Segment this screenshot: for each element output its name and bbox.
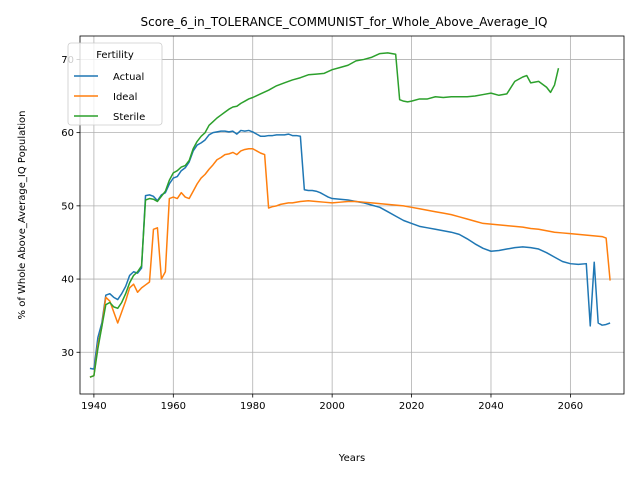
x-tick-label: 1940	[81, 401, 106, 412]
x-axis-label: Years	[338, 453, 365, 464]
y-tick-label: 40	[61, 275, 74, 286]
x-tick-label: 1980	[240, 401, 265, 412]
chart-title: Score_6_in_TOLERANCE_COMMUNIST_for_Whole…	[141, 15, 548, 29]
x-tick-label: 1960	[161, 401, 186, 412]
legend-label-actual: Actual	[113, 72, 144, 83]
y-tick-label: 60	[61, 128, 74, 139]
y-axis-label: % of Whole Above_Average_IQ Population	[17, 111, 28, 320]
legend-label-sterile: Sterile	[113, 112, 145, 123]
x-tick-label: 2000	[319, 401, 344, 412]
legend-title: Fertility	[96, 50, 134, 61]
legend-label-ideal: Ideal	[113, 92, 137, 103]
x-tick-label: 2040	[478, 401, 503, 412]
y-tick-label: 50	[61, 201, 74, 212]
x-tick-label: 2020	[399, 401, 424, 412]
legend: Fertility Actual Ideal Sterile	[68, 43, 162, 125]
y-tick-label: 30	[61, 348, 74, 359]
x-tick-label: 2060	[558, 401, 583, 412]
